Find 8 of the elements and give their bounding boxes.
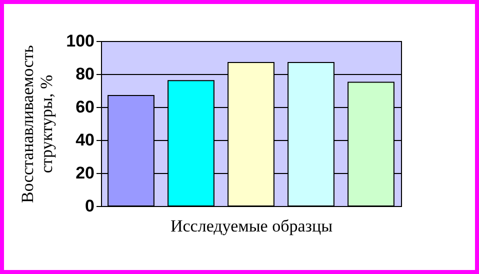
y-tick-label: 100: [66, 32, 94, 50]
y-tick-label: 0: [85, 196, 94, 216]
y-tick-label: 60: [76, 98, 94, 116]
x-axis-title: Исследуемые образцы: [170, 216, 334, 236]
y-tick-label: 40: [76, 130, 94, 150]
y-tick-label: 20: [76, 164, 94, 182]
y-tick-label: 80: [76, 64, 94, 84]
y-axis-title: Восстанавливаемость структуры, %: [18, 44, 56, 203]
